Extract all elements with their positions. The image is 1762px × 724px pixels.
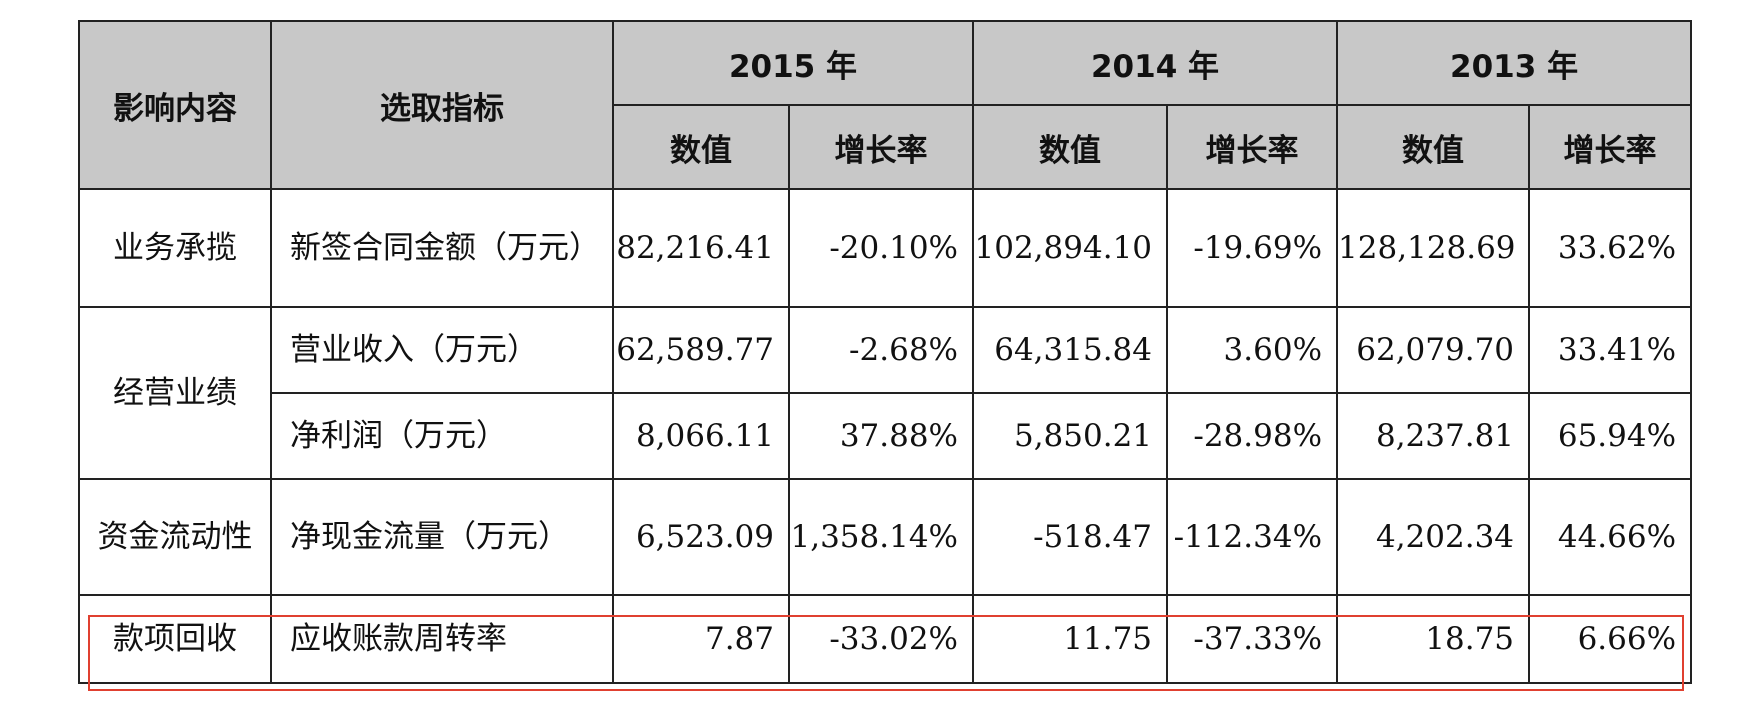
header-value-2015: 数值	[612, 104, 790, 190]
growth-cell-2015: -33.02%	[787, 594, 975, 684]
category-cell: 业务承揽	[78, 188, 272, 308]
value-cell-2014: 64,315.84	[972, 306, 1169, 394]
growth-cell-2013: 33.62%	[1528, 188, 1693, 308]
value-cell-2015: 6,523.09	[612, 478, 790, 596]
value-cell-2013: 8,237.81	[1336, 392, 1531, 480]
header-row-years: 影响内容 选取指标 2015 年 2014 年 2013 年	[78, 20, 1693, 190]
value-cell-2014: 102,894.10	[972, 188, 1169, 308]
value-cell-2015: 7.87	[612, 594, 790, 684]
value-cell-2014: -518.47	[972, 478, 1169, 596]
value-cell-2015: 8,066.11	[612, 392, 790, 480]
header-growth-2015: 增长率	[787, 104, 975, 190]
table-row: 资金流动性 净现金流量（万元） 6,523.09 1,358.14% -518.…	[78, 478, 1693, 596]
table-row: 净利润（万元） 8,066.11 37.88% 5,850.21 -28.98%…	[79, 392, 1693, 480]
value-cell-2014: 5,850.21	[972, 392, 1169, 480]
growth-cell-2013: 44.66%	[1528, 478, 1693, 596]
growth-cell-2014: -112.34%	[1166, 478, 1339, 596]
category-cell: 资金流动性	[78, 478, 272, 596]
growth-cell-2015: 1,358.14%	[787, 478, 975, 596]
indicator-cell: 应收账款周转率	[270, 594, 614, 684]
header-value-2013: 数值	[1336, 104, 1531, 190]
growth-cell-2014: 3.60%	[1166, 306, 1339, 394]
header-year-2014: 2014 年	[972, 20, 1339, 106]
value-cell-2014: 11.75	[972, 594, 1169, 684]
value-cell-2013: 128,128.69	[1336, 188, 1531, 308]
category-cell: 款项回收	[78, 594, 272, 684]
growth-cell-2015: 37.88%	[787, 392, 975, 480]
indicator-cell: 净利润（万元）	[270, 392, 614, 480]
table-row: 经营业绩 营业收入（万元） 62,589.77 -2.68% 64,315.84…	[78, 306, 1693, 480]
indicator-cell: 新签合同金额（万元）	[270, 188, 614, 308]
growth-cell-2014: -19.69%	[1166, 188, 1339, 308]
value-cell-2015: 82,216.41	[612, 188, 790, 308]
indicator-cell: 营业收入（万元）	[270, 306, 614, 394]
growth-cell-2014: -28.98%	[1166, 392, 1339, 480]
category-cell: 经营业绩	[78, 306, 272, 480]
financial-indicator-table: 影响内容 选取指标 2015 年 2014 年 2013 年 数值 增长率 数值…	[78, 20, 1693, 684]
header-year-2013: 2013 年	[1336, 20, 1693, 106]
table-row: 业务承揽 新签合同金额（万元） 82,216.41 -20.10% 102,89…	[78, 188, 1693, 308]
growth-cell-2013: 6.66%	[1528, 594, 1693, 684]
data-table-container: 影响内容 选取指标 2015 年 2014 年 2013 年 数值 增长率 数值…	[78, 20, 1693, 684]
growth-cell-2014: -37.33%	[1166, 594, 1339, 684]
header-value-2014: 数值	[972, 104, 1169, 190]
header-growth-2014: 增长率	[1166, 104, 1339, 190]
growth-cell-2015: -20.10%	[787, 188, 975, 308]
growth-cell-2013: 33.41%	[1528, 306, 1693, 394]
header-impact-content: 影响内容	[78, 20, 272, 190]
header-row-subcols: 数值 增长率 数值 增长率 数值 增长率	[79, 104, 1693, 190]
indicator-cell: 净现金流量（万元）	[270, 478, 614, 596]
header-year-2015: 2015 年	[611, 20, 975, 106]
value-cell-2015: 62,589.77	[612, 306, 790, 394]
header-growth-2013: 增长率	[1528, 104, 1693, 190]
value-cell-2013: 18.75	[1336, 594, 1531, 684]
header-indicator: 选取指标	[270, 20, 614, 190]
growth-cell-2015: -2.68%	[787, 306, 975, 394]
growth-cell-2013: 65.94%	[1528, 392, 1693, 480]
value-cell-2013: 4,202.34	[1336, 478, 1531, 596]
table-row: 款项回收 应收账款周转率 7.87 -33.02% 11.75 -37.33% …	[78, 594, 1693, 684]
value-cell-2013: 62,079.70	[1336, 306, 1531, 394]
